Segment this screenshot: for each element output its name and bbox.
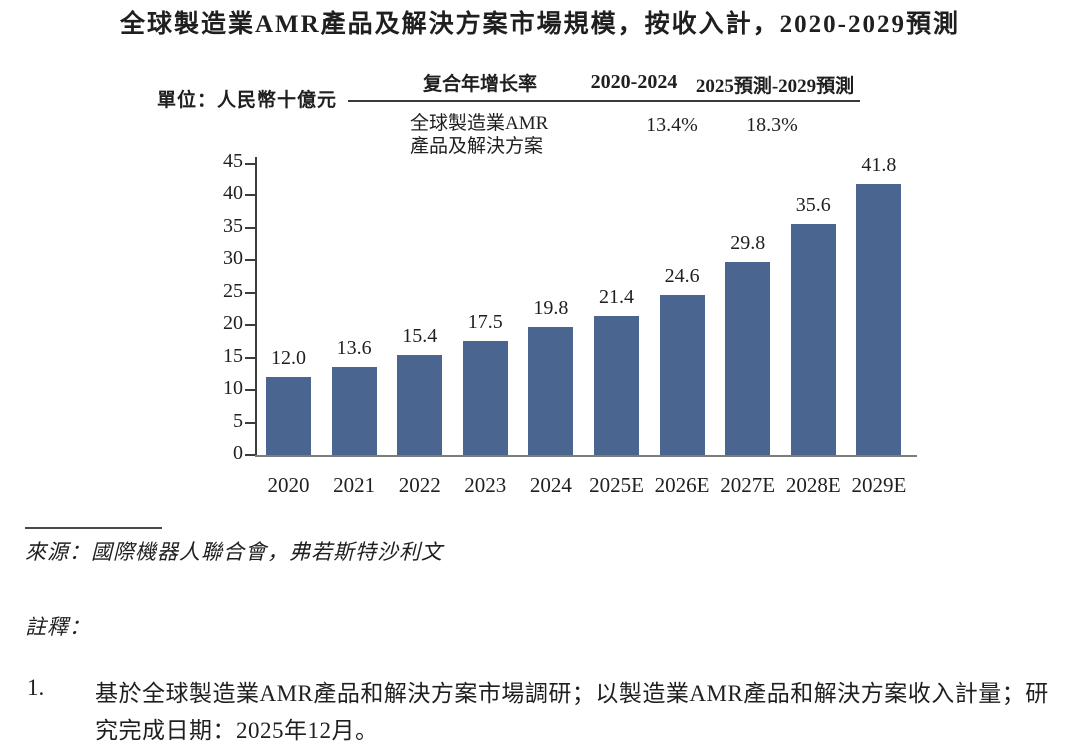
cagr-header-rule [348, 100, 860, 102]
bar [594, 316, 639, 455]
y-axis-tick-label: 10 [223, 377, 243, 400]
cagr-header-label: 复合年增长率 [422, 74, 537, 95]
y-axis-tick-label: 0 [233, 442, 243, 464]
x-axis-label: 2028E [785, 473, 841, 497]
x-axis-label: 2020 [267, 473, 310, 497]
y-axis-tick [245, 389, 255, 392]
bar [725, 262, 771, 455]
source-line: 來源：國際機器人聯合會，弗若斯特沙利文 [25, 540, 443, 564]
y-axis-tick [245, 259, 255, 262]
bar-value-label: 15.4 [402, 325, 438, 347]
chart-title: 全球製造業AMR產品及解決方案市場規模，按收入計，2020-2029預測 [119, 11, 961, 38]
y-axis-tick [245, 324, 255, 327]
x-axis-label: 2029E [851, 473, 907, 497]
bar [462, 341, 508, 455]
bar [331, 367, 377, 455]
cagr-value-2025-2029: 18.3% [746, 114, 798, 136]
y-axis-tick-label: 35 [223, 214, 243, 237]
y-axis-tick-label: 5 [233, 409, 243, 432]
y-axis-tick-label: 30 [223, 247, 243, 270]
y-axis-tick [245, 291, 255, 294]
bar-value-label: 29.8 [730, 232, 766, 254]
series-label-line2: 產品及解決方案 [410, 136, 544, 157]
cagr-period-1-label: 2020-2024 [590, 71, 678, 93]
bar-value-label: 35.6 [795, 194, 831, 216]
bar [790, 224, 836, 455]
x-axis-label: 2025E [589, 473, 644, 497]
x-axis-label: 2027E [720, 473, 776, 497]
y-axis-tick [245, 226, 255, 229]
bar-value-label: 21.4 [599, 286, 634, 308]
note-1-number: 1. [27, 675, 45, 700]
y-axis-tick-label: 15 [223, 344, 243, 367]
bar-value-label: 17.5 [467, 311, 503, 333]
cagr-value-2020-2024: 13.4% [646, 114, 698, 136]
bar [266, 377, 311, 455]
y-axis-tick-label: 40 [223, 182, 243, 205]
x-axis-label: 2024 [529, 473, 572, 497]
bar-value-label: 41.8 [861, 154, 897, 176]
x-axis-label: 2021 [333, 473, 376, 497]
x-axis-label: 2026E [654, 473, 710, 497]
bar [528, 327, 574, 455]
bar-value-label: 19.8 [533, 297, 569, 319]
y-axis-tick [245, 454, 255, 456]
bar-value-label: 24.6 [664, 265, 700, 287]
unit-label: 單位：人民幣十億元 [157, 90, 338, 111]
series-label-line1: 全球製造業AMR [410, 113, 549, 134]
notes-label: 註釋： [25, 615, 91, 639]
y-axis-line [255, 157, 257, 457]
y-axis-tick-label: 25 [223, 279, 243, 302]
y-axis-tick [245, 356, 255, 359]
bar [397, 355, 443, 455]
plot-area: 0 5 10 15 20 25 30 35 40 45 12.0 2020 13.6 2021 15.4 20… [223, 150, 917, 497]
x-axis-label: 2023 [464, 473, 507, 497]
cagr-period-2-label: 2025預測-2029預測 [695, 76, 855, 97]
y-axis-tick [245, 163, 255, 165]
bar-value-label: 13.6 [336, 337, 372, 359]
x-axis-label: 2022 [398, 473, 441, 497]
source-rule [25, 527, 162, 529]
y-axis-tick-label: 20 [223, 312, 243, 335]
bar [659, 295, 705, 455]
y-axis-tick [245, 194, 255, 197]
y-axis-tick-label: 45 [223, 150, 243, 172]
note-1-text: 基於全球製造業AMR產品和解決方案市場調研；以製造業AMR產品和解決方案收入計量… [95, 681, 1049, 743]
bar-value-label: 12.0 [271, 347, 306, 369]
y-axis-tick [245, 421, 255, 424]
bar [856, 184, 902, 455]
x-axis-line [255, 455, 917, 457]
series-label: 全球製造業AMR 產品及解決方案 [410, 112, 548, 158]
